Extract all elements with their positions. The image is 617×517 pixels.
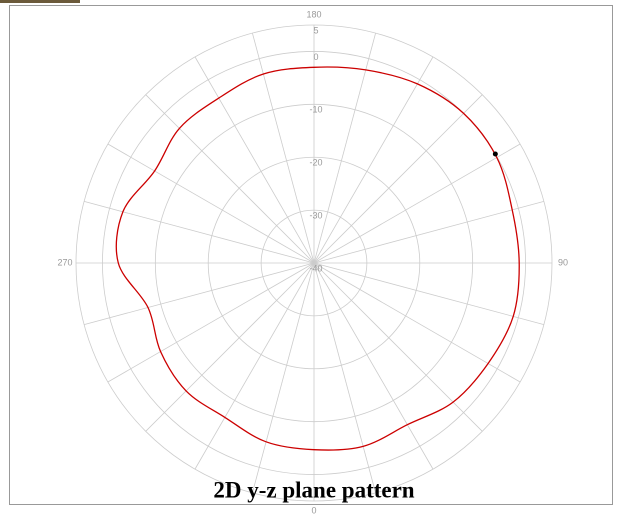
window-edge [0,0,80,3]
grid-circle [207,156,421,370]
r-tick-label: 0 [313,52,318,62]
spoke [107,143,315,264]
theta-tick-label: 90 [558,257,568,267]
spoke [145,262,315,432]
spoke [194,56,315,264]
grid-circle [154,103,474,423]
theta-tick-label: 270 [57,257,72,267]
spoke [145,94,315,264]
marker [492,151,498,157]
theta-tick-label: 180 [306,9,321,19]
spoke [313,143,521,264]
pattern-line [115,66,520,451]
spoke [252,33,315,264]
grid-circle [75,24,553,502]
spoke [313,262,521,383]
spoke [313,262,434,470]
plot [115,66,520,451]
r-tick-label: -30 [309,210,322,220]
r-tick-label: -40 [309,263,322,273]
spoke [313,94,483,264]
spoke [313,201,544,264]
grid-circle [102,51,526,475]
r-tick-label: 5 [313,25,318,35]
spoke [313,262,483,432]
spoke [252,262,315,493]
spoke [107,262,315,383]
r-tick-label: -20 [309,158,322,168]
grid: 5 0 -10 -20 -30 -40 180 90 0 270 [57,9,568,515]
spoke [313,262,544,325]
r-tick-label: -10 [309,105,322,115]
spoke [194,262,315,470]
spoke [313,262,376,493]
chart-title: 2D y-z plane pattern [213,477,414,502]
spoke [313,56,434,264]
theta-tick-label: 0 [311,505,316,515]
frame [9,5,613,505]
spoke [84,262,315,325]
spoke [313,33,376,264]
grid-circle [260,209,368,317]
